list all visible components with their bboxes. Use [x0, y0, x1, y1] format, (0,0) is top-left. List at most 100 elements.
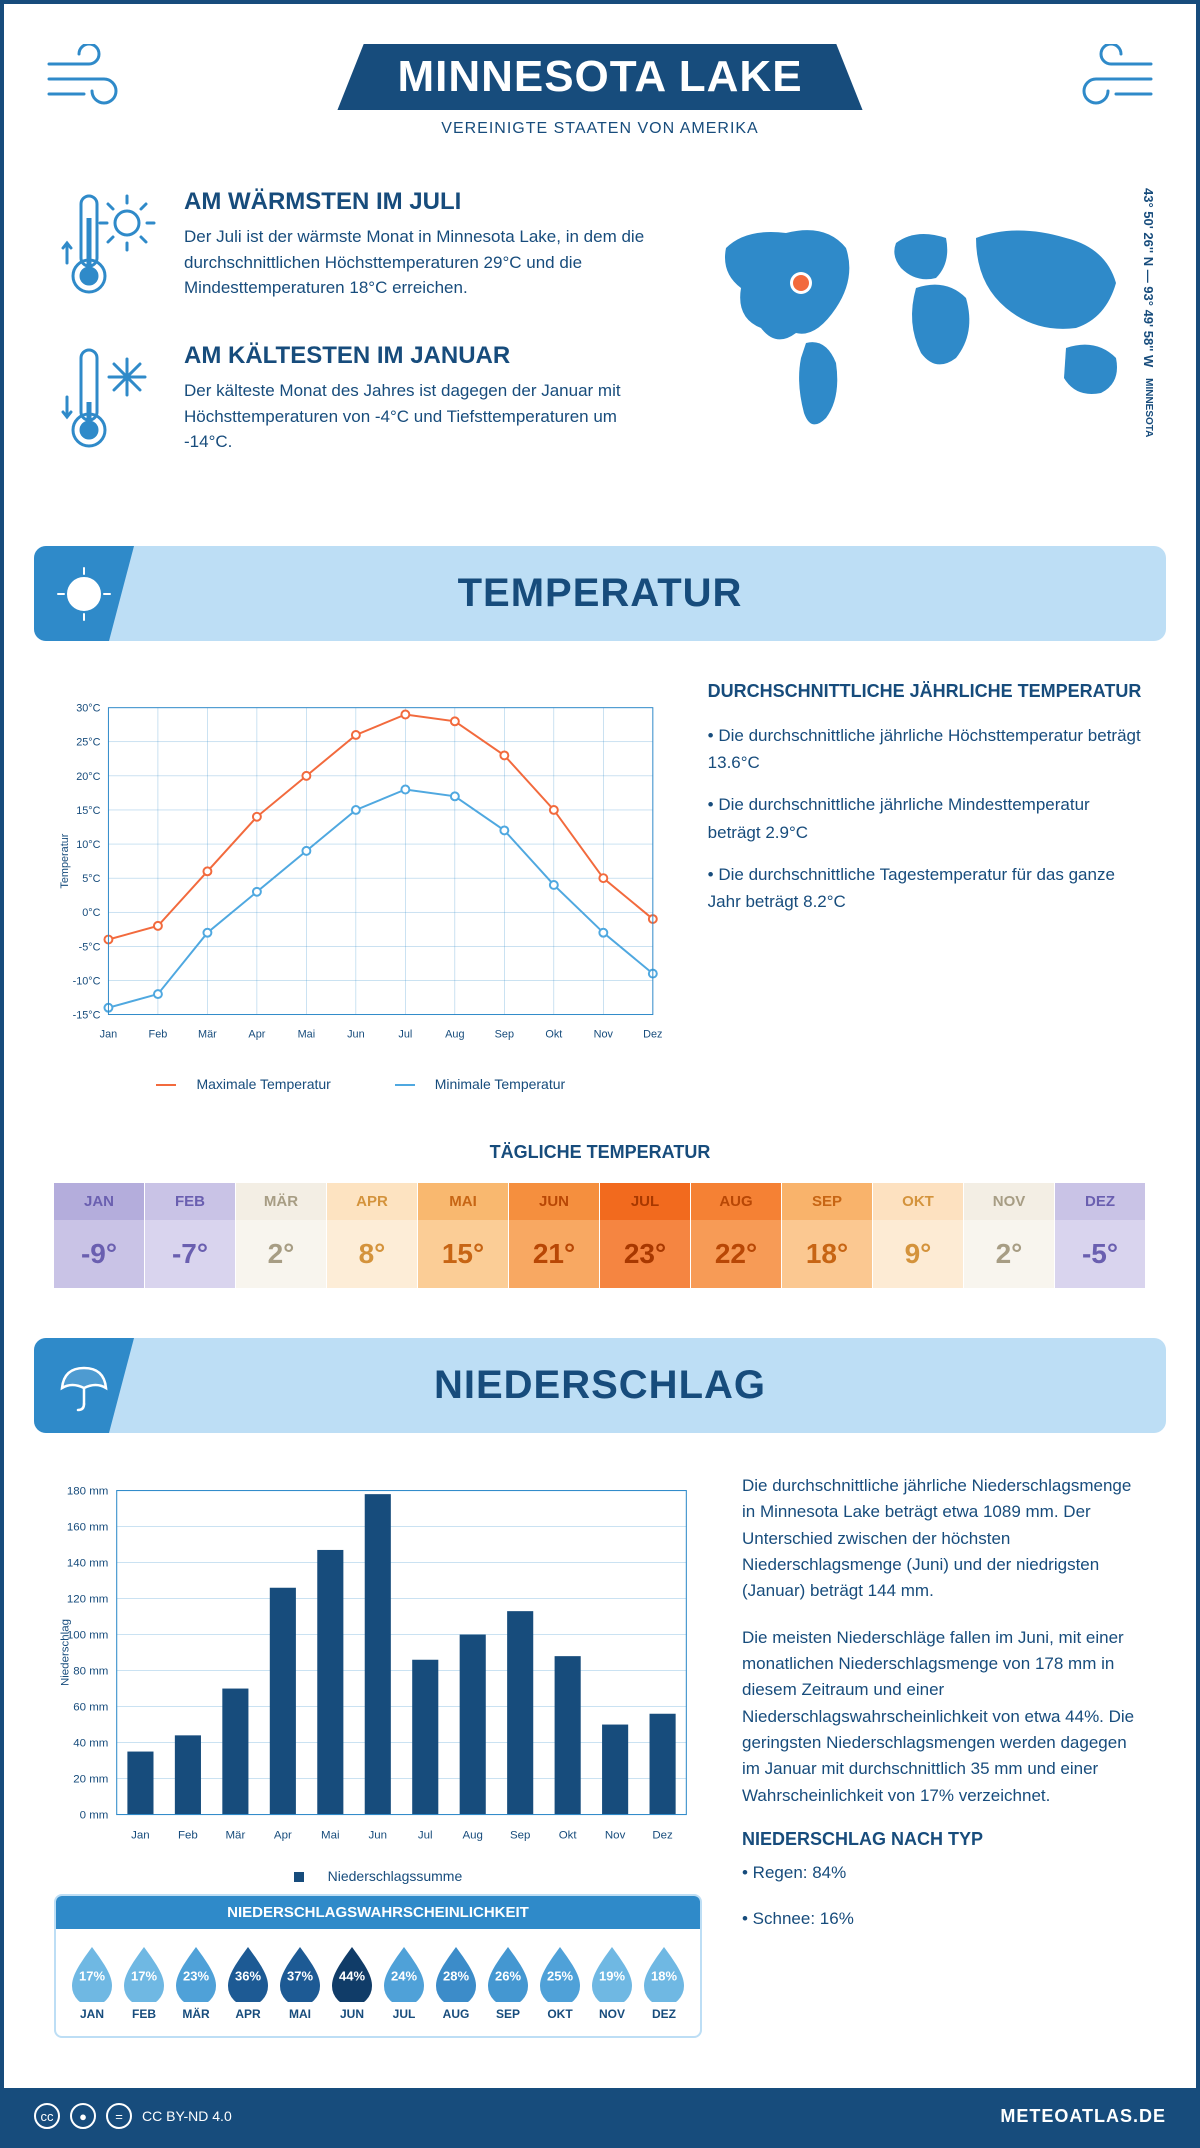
svg-text:-15°C: -15°C	[73, 1009, 101, 1021]
prob-drop: 24% JUL	[378, 1944, 430, 2021]
temp-cell: MAI 15°	[418, 1183, 509, 1288]
svg-text:5°C: 5°C	[82, 873, 100, 885]
page-subtitle: VEREINIGTE STAATEN VON AMERIKA	[24, 120, 1176, 138]
svg-text:Jul: Jul	[398, 1028, 412, 1040]
prob-drop: 23% MÄR	[170, 1944, 222, 2021]
daily-temp-table: JAN -9° FEB -7° MÄR 2° APR 8° MAI 15° JU…	[54, 1183, 1146, 1288]
section-title: TEMPERATUR	[59, 571, 1141, 616]
svg-text:Jan: Jan	[131, 1830, 150, 1842]
precip-info: Die durchschnittliche jährliche Niedersc…	[742, 1473, 1146, 2068]
svg-text:Okt: Okt	[545, 1028, 562, 1040]
map-panel: 43° 50' 26'' N — 93° 49' 58'' W MINNESOT…	[686, 188, 1146, 496]
temp-cell: JAN -9°	[54, 1183, 145, 1288]
precipitation-section: 0 mm20 mm40 mm60 mm80 mm100 mm120 mm140 …	[4, 1443, 1196, 2088]
wind-icon	[44, 44, 124, 128]
coldest-block: AM KÄLTESTEN IM JANUAR Der kälteste Mona…	[54, 342, 656, 466]
footer: cc ● = CC BY-ND 4.0 METEOATLAS.DE	[4, 2088, 1196, 2144]
prob-drop: 26% SEP	[482, 1944, 534, 2021]
coordinates: 43° 50' 26'' N — 93° 49' 58'' W MINNESOT…	[1141, 188, 1156, 437]
prob-drop: 37% MAI	[274, 1944, 326, 2021]
section-title: NIEDERSCHLAG	[59, 1363, 1141, 1408]
svg-text:Aug: Aug	[445, 1028, 464, 1040]
svg-text:Mai: Mai	[321, 1830, 340, 1842]
svg-text:-5°C: -5°C	[79, 941, 101, 953]
warmest-body: Der Juli ist der wärmste Monat in Minnes…	[184, 224, 656, 301]
sun-icon	[34, 546, 134, 641]
temp-cell: OKT 9°	[873, 1183, 964, 1288]
prob-drop: 19% NOV	[586, 1944, 638, 2021]
svg-text:25°C: 25°C	[76, 737, 100, 749]
temp-info-l2: • Die durchschnittliche jährliche Mindes…	[708, 791, 1146, 845]
world-map-icon	[686, 188, 1146, 448]
prob-drop: 28% AUG	[430, 1944, 482, 2021]
svg-text:160 mm: 160 mm	[67, 1522, 109, 1534]
thermometer-hot-icon	[54, 188, 164, 312]
warmest-text: AM WÄRMSTEN IM JULI Der Juli ist der wär…	[184, 188, 656, 312]
precipitation-bar-chart: 0 mm20 mm40 mm60 mm80 mm100 mm120 mm140 …	[54, 1473, 702, 1853]
prob-drop: 44% JUN	[326, 1944, 378, 2021]
precip-legend: Niederschlagssumme	[54, 1868, 702, 1884]
temp-info-l3: • Die durchschnittliche Tagestemperatur …	[708, 861, 1146, 915]
prob-drop: 18% DEZ	[638, 1944, 690, 2021]
precip-p2: Die meisten Niederschläge fallen im Juni…	[742, 1625, 1146, 1809]
daily-temp-heading: TÄGLICHE TEMPERATUR	[54, 1142, 1146, 1163]
svg-text:Temperatur: Temperatur	[59, 833, 71, 888]
temp-cell: APR 8°	[327, 1183, 418, 1288]
header: MINNESOTA LAKE VEREINIGTE STAATEN VON AM…	[4, 4, 1196, 168]
prob-drop: 17% FEB	[118, 1944, 170, 2021]
svg-text:30°C: 30°C	[76, 703, 100, 715]
coldest-heading: AM KÄLTESTEN IM JANUAR	[184, 342, 656, 370]
intro-section: AM WÄRMSTEN IM JULI Der Juli ist der wär…	[4, 168, 1196, 536]
intro-left: AM WÄRMSTEN IM JULI Der Juli ist der wär…	[54, 188, 656, 496]
prob-drop: 25% OKT	[534, 1944, 586, 2021]
temp-cell: NOV 2°	[964, 1183, 1055, 1288]
svg-text:0°C: 0°C	[82, 907, 100, 919]
precip-probability-box: NIEDERSCHLAGSWAHRSCHEINLICHKEIT 17% JAN …	[54, 1894, 702, 2038]
svg-text:140 mm: 140 mm	[67, 1558, 109, 1570]
cc-icon: cc	[34, 2103, 60, 2129]
svg-text:Sep: Sep	[495, 1028, 514, 1040]
svg-text:Mär: Mär	[225, 1830, 245, 1842]
svg-text:Jun: Jun	[347, 1028, 365, 1040]
temp-legend: Maximale Temperatur Minimale Temperatur	[54, 1076, 668, 1092]
svg-text:10°C: 10°C	[76, 839, 100, 851]
svg-text:Apr: Apr	[248, 1028, 265, 1040]
svg-text:Feb: Feb	[178, 1830, 198, 1842]
prob-row: 17% JAN 17% FEB 23% MÄR 36% APR	[56, 1929, 700, 2036]
svg-text:80 mm: 80 mm	[73, 1666, 108, 1678]
svg-text:100 mm: 100 mm	[67, 1630, 109, 1642]
page-container: MINNESOTA LAKE VEREINIGTE STAATEN VON AM…	[0, 0, 1200, 2148]
svg-text:Jun: Jun	[369, 1830, 388, 1842]
temp-cell: DEZ -5°	[1055, 1183, 1146, 1288]
svg-text:Apr: Apr	[274, 1830, 292, 1842]
temp-cell: JUL 23°	[600, 1183, 691, 1288]
precip-p1: Die durchschnittliche jährliche Niedersc…	[742, 1473, 1146, 1605]
precip-type-l1: • Regen: 84%	[742, 1860, 1146, 1886]
temp-cell: JUN 21°	[509, 1183, 600, 1288]
precip-chart-wrap: 0 mm20 mm40 mm60 mm80 mm100 mm120 mm140 …	[54, 1473, 702, 2068]
svg-text:Okt: Okt	[559, 1830, 578, 1842]
temp-info-heading: DURCHSCHNITTLICHE JÄHRLICHE TEMPERATUR	[708, 681, 1146, 702]
prob-title: NIEDERSCHLAGSWAHRSCHEINLICHKEIT	[56, 1896, 700, 1929]
temp-chart-wrap: -15°C-10°C-5°C0°C5°C10°C15°C20°C25°C30°C…	[54, 681, 668, 1092]
warmest-block: AM WÄRMSTEN IM JULI Der Juli ist der wär…	[54, 188, 656, 312]
svg-text:Jan: Jan	[100, 1028, 118, 1040]
wind-icon	[1076, 44, 1156, 128]
nd-icon: =	[106, 2103, 132, 2129]
license-text: CC BY-ND 4.0	[142, 2108, 232, 2124]
svg-text:20 mm: 20 mm	[73, 1774, 108, 1786]
svg-text:Aug: Aug	[462, 1830, 482, 1842]
svg-text:Dez: Dez	[643, 1028, 662, 1040]
thermometer-cold-icon	[54, 342, 164, 466]
svg-text:Mai: Mai	[298, 1028, 316, 1040]
prob-drop: 17% JAN	[66, 1944, 118, 2021]
daily-temp-section: TÄGLICHE TEMPERATUR JAN -9° FEB -7° MÄR …	[4, 1122, 1196, 1328]
svg-text:40 mm: 40 mm	[73, 1738, 108, 1750]
footer-license: cc ● = CC BY-ND 4.0	[34, 2103, 232, 2129]
page-title: MINNESOTA LAKE	[397, 52, 802, 102]
title-banner: MINNESOTA LAKE	[337, 44, 862, 110]
warmest-heading: AM WÄRMSTEN IM JULI	[184, 188, 656, 216]
section-header-temp: TEMPERATUR	[34, 546, 1166, 641]
temperature-line-chart: -15°C-10°C-5°C0°C5°C10°C15°C20°C25°C30°C…	[54, 681, 668, 1061]
svg-text:Dez: Dez	[652, 1830, 673, 1842]
